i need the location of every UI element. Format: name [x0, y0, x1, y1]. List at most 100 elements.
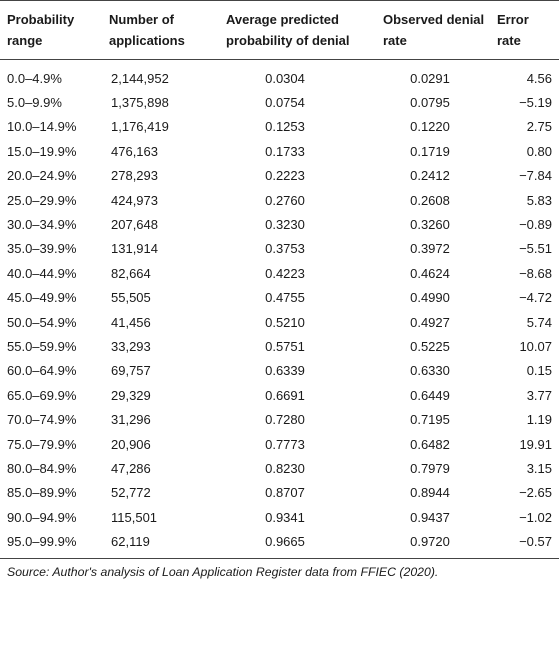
table-row: 20.0–24.9% 278,293 0.2223 0.2412 −7.84: [0, 164, 559, 188]
header-number-of-applications: Number of applications: [95, 0, 205, 60]
predicted-probability-cell: 0.2223: [265, 168, 305, 184]
header-error-rate: Error rate: [495, 0, 559, 60]
data-table-container: Probability range Number of applications…: [0, 0, 559, 579]
predicted-probability-cell: 0.6339: [265, 363, 305, 379]
error-rate-cell: −8.68: [519, 265, 552, 281]
observed-denial-rate-cell: 0.0291: [410, 70, 450, 86]
applications-cell: 115,501: [111, 509, 158, 525]
applications-cell: 207,648: [111, 217, 158, 233]
probability-range-cell: 35.0–39.9%: [7, 241, 77, 257]
table-row: 60.0–64.9% 69,757 0.6339 0.6330 0.15: [0, 359, 559, 383]
probability-range-cell: 95.0–99.9%: [7, 534, 77, 550]
probability-range-cell: 25.0–29.9%: [7, 192, 77, 208]
predicted-probability-cell: 0.7773: [265, 436, 305, 452]
observed-denial-rate-cell: 0.6330: [410, 363, 450, 379]
error-rate-cell: 5.83: [526, 192, 552, 208]
applications-cell: 52,772: [111, 485, 151, 501]
applications-cell: 62,119: [111, 534, 150, 550]
predicted-probability-cell: 0.8230: [265, 460, 305, 476]
table-row: 95.0–99.9% 62,119 0.9665 0.9720 −0.57: [0, 529, 559, 553]
error-rate-cell: 0.80: [526, 143, 552, 159]
predicted-probability-cell: 0.4755: [265, 290, 305, 306]
applications-cell: 1,375,898: [111, 95, 169, 111]
applications-cell: 2,144,952: [111, 70, 169, 86]
applications-cell: 29,329: [111, 387, 151, 403]
table-row: 45.0–49.9% 55,505 0.4755 0.4990 −4.72: [0, 286, 559, 310]
error-rate-cell: −2.65: [519, 485, 552, 501]
predicted-probability-cell: 0.3230: [265, 217, 305, 233]
predicted-probability-cell: 0.6691: [265, 387, 305, 403]
table-row: 5.0–9.9% 1,375,898 0.0754 0.0795 −5.19: [0, 90, 559, 114]
observed-denial-rate-cell: 0.2608: [410, 192, 450, 208]
applications-cell: 33,293: [111, 338, 151, 354]
predicted-probability-cell: 0.7280: [265, 412, 305, 428]
table-row: 15.0–19.9% 476,163 0.1733 0.1719 0.80: [0, 139, 559, 163]
observed-denial-rate-cell: 0.8944: [410, 485, 450, 501]
probability-range-cell: 15.0–19.9%: [7, 143, 77, 159]
probability-range-cell: 70.0–74.9%: [7, 412, 77, 428]
table-header-row: Probability range Number of applications…: [0, 0, 559, 60]
predicted-probability-cell: 0.2760: [265, 192, 305, 208]
table-bottom-rule: [0, 557, 559, 559]
error-rate-cell: 2.75: [526, 119, 552, 135]
observed-denial-rate-cell: 0.4624: [410, 265, 450, 281]
error-rate-cell: −5.51: [519, 241, 552, 257]
probability-range-cell: 0.0–4.9%: [7, 70, 62, 86]
predicted-probability-cell: 0.5210: [265, 314, 305, 330]
source-note: Source: Author's analysis of Loan Applic…: [7, 564, 439, 579]
table-row: 90.0–94.9% 115,501 0.9341 0.9437 −1.02: [0, 505, 559, 529]
table-body: 0.0–4.9% 2,144,952 0.0304 0.0291 4.56 5.0–9.9…: [0, 60, 559, 554]
observed-denial-rate-cell: 0.6449: [410, 387, 450, 403]
probability-range-cell: 10.0–14.9%: [7, 119, 77, 135]
observed-denial-rate-cell: 0.3260: [410, 217, 450, 233]
predicted-probability-cell: 0.9665: [265, 534, 305, 550]
error-rate-cell: 10.07: [519, 338, 552, 354]
error-rate-cell: 19.91: [519, 436, 552, 452]
applications-cell: 47,286: [111, 460, 151, 476]
probability-range-cell: 20.0–24.9%: [7, 168, 77, 184]
probability-calibration-table: Probability range Number of applications…: [0, 0, 559, 554]
applications-cell: 55,505: [111, 290, 151, 306]
error-rate-cell: 3.77: [526, 387, 552, 403]
table-row: 85.0–89.9% 52,772 0.8707 0.8944 −2.65: [0, 481, 559, 505]
predicted-probability-cell: 0.0304: [265, 70, 305, 86]
predicted-probability-cell: 0.8707: [265, 485, 305, 501]
applications-cell: 1,176,419: [111, 119, 169, 135]
observed-denial-rate-cell: 0.7979: [410, 460, 450, 476]
observed-denial-rate-cell: 0.6482: [410, 436, 450, 452]
probability-range-cell: 5.0–9.9%: [7, 95, 62, 111]
probability-range-cell: 80.0–84.9%: [7, 460, 77, 476]
probability-range-cell: 45.0–49.9%: [7, 290, 77, 306]
probability-range-cell: 75.0–79.9%: [7, 436, 77, 452]
probability-range-cell: 40.0–44.9%: [7, 265, 77, 281]
applications-cell: 82,664: [111, 265, 151, 281]
probability-range-cell: 50.0–54.9%: [7, 314, 77, 330]
observed-denial-rate-cell: 0.1220: [410, 119, 450, 135]
error-rate-cell: −1.02: [519, 509, 552, 525]
applications-cell: 69,757: [111, 363, 151, 379]
observed-denial-rate-cell: 0.0795: [410, 95, 450, 111]
header-probability-range: Probability range: [0, 0, 95, 60]
probability-range-cell: 65.0–69.9%: [7, 387, 77, 403]
applications-cell: 31,296: [111, 412, 151, 428]
table-row: 65.0–69.9% 29,329 0.6691 0.6449 3.77: [0, 383, 559, 407]
predicted-probability-cell: 0.1733: [265, 143, 305, 159]
observed-denial-rate-cell: 0.4990: [410, 290, 450, 306]
observed-denial-rate-cell: 0.7195: [410, 412, 450, 428]
error-rate-cell: −5.19: [519, 95, 552, 111]
predicted-probability-cell: 0.4223: [265, 265, 305, 281]
error-rate-cell: 1.19: [526, 412, 552, 428]
error-rate-cell: −0.57: [519, 534, 552, 550]
table-row: 10.0–14.9% 1,176,419 0.1253 0.1220 2.75: [0, 115, 559, 139]
applications-cell: 20,906: [111, 436, 151, 452]
table-row: 30.0–34.9% 207,648 0.3230 0.3260 −0.89: [0, 212, 559, 236]
table-row: 40.0–44.9% 82,664 0.4223 0.4624 −8.68: [0, 261, 559, 285]
observed-denial-rate-cell: 0.9437: [410, 509, 450, 525]
error-rate-cell: 5.74: [526, 314, 552, 330]
applications-cell: 41,456: [111, 314, 151, 330]
observed-denial-rate-cell: 0.3972: [410, 241, 450, 257]
predicted-probability-cell: 0.1253: [265, 119, 305, 135]
table-row: 55.0–59.9% 33,293 0.5751 0.5225 10.07: [0, 334, 559, 358]
error-rate-cell: 0.15: [526, 363, 552, 379]
observed-denial-rate-cell: 0.9720: [410, 534, 450, 550]
